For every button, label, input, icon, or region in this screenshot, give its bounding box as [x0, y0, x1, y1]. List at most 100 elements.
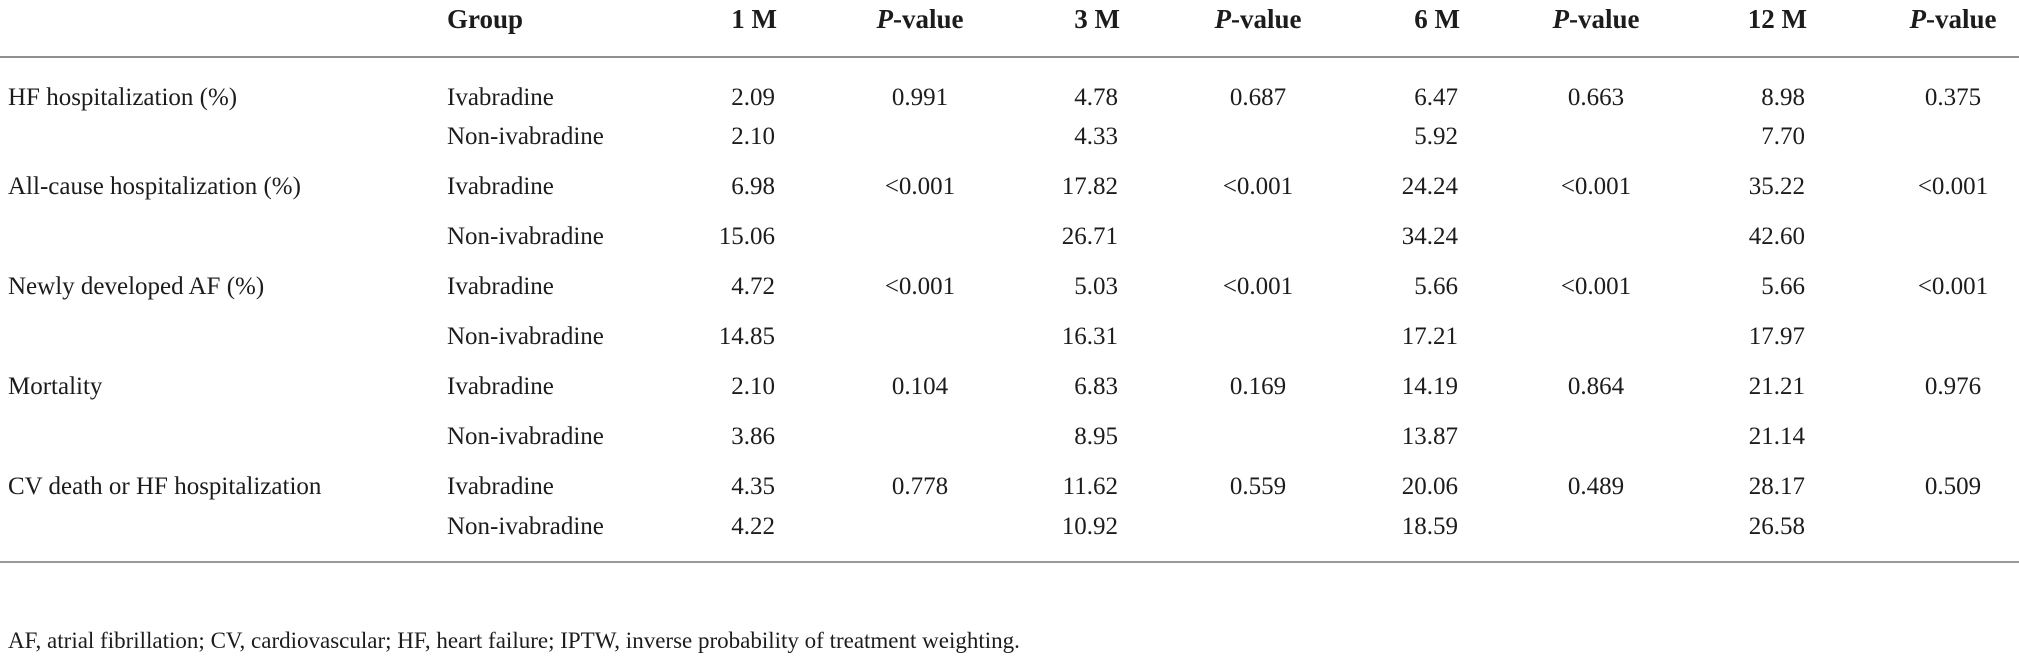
- outcome-cell: All-cause hospitalization (%): [8, 173, 301, 200]
- outcome-cell: [0, 112, 447, 162]
- value-1m-cell: 2.10: [731, 373, 775, 400]
- pvalue-6m-cell: 0.864: [1567, 373, 1625, 400]
- pvalue-12m-cell: [1817, 212, 2019, 262]
- pvalue-6m-cell: [1470, 412, 1722, 462]
- value-3m-cell: 6.83: [1074, 373, 1118, 400]
- header-pvalue-3m: P-value: [1130, 0, 1386, 58]
- pvalue-6m-cell: [1470, 212, 1722, 262]
- value-6m-cell: 18.59: [1386, 512, 1470, 563]
- value-3m-cell: 10.92: [1053, 512, 1130, 563]
- header-12m: 12 M: [1722, 0, 1817, 58]
- table-footnote: AF, atrial fibrillation; CV, cardiovascu…: [8, 628, 1020, 653]
- outcome-cell: HF hospitalization (%): [8, 84, 238, 111]
- value-3m-cell: 8.95: [1074, 423, 1118, 450]
- value-12m-cell: 5.66: [1761, 273, 1805, 300]
- value-1m-cell: 4.35: [731, 473, 775, 500]
- value-12m-cell: 21.14: [1748, 423, 1805, 450]
- pvalue-6m-cell: 0.489: [1567, 473, 1625, 500]
- value-6m-cell: 13.87: [1401, 423, 1458, 450]
- value-6m-cell: 5.92: [1414, 123, 1458, 150]
- header-pvalue-1m: P-value: [787, 0, 1053, 58]
- header-pvalue-12m: P-value: [1817, 0, 2019, 58]
- pvalue-1m-cell: 0.991: [891, 84, 949, 111]
- pvalue-1m-cell: [787, 312, 1053, 362]
- value-1m-cell: 6.98: [731, 173, 775, 200]
- pvalue-6m-cell: <0.001: [1560, 173, 1632, 200]
- outcome-cell: Newly developed AF (%): [8, 273, 265, 300]
- header-3m: 3 M: [1053, 0, 1130, 58]
- table-row: CV death or HF hospitalization Ivabradin…: [0, 462, 2019, 512]
- outcome-cell: CV death or HF hospitalization: [8, 473, 322, 500]
- pvalue-1m-cell: <0.001: [884, 273, 956, 300]
- value-1m-cell: 4.22: [630, 512, 787, 563]
- value-12m-cell: 21.21: [1748, 373, 1805, 400]
- pvalue-1m-cell: [787, 412, 1053, 462]
- pvalue-12m-cell: [1817, 412, 2019, 462]
- value-1m-cell: 2.09: [731, 84, 775, 111]
- value-6m-cell: 6.47: [1414, 84, 1458, 111]
- value-6m-cell: 5.66: [1414, 273, 1458, 300]
- group-cell: Ivabradine: [447, 173, 554, 200]
- table-row: Mortality Ivabradine 2.10 0.104 6.83 0.1…: [0, 362, 2019, 412]
- group-cell: Ivabradine: [447, 273, 554, 300]
- group-cell: Ivabradine: [447, 84, 554, 111]
- pvalue-1m-cell: [787, 512, 1053, 563]
- pvalue-12m-cell: 0.375: [1924, 84, 1982, 111]
- pvalue-1m-cell: <0.001: [884, 173, 956, 200]
- pvalue-12m-cell: <0.001: [1917, 273, 1989, 300]
- outcome-cell: [0, 212, 447, 262]
- outcome-cell: Mortality: [8, 373, 103, 400]
- table-body: HF hospitalization (%) Ivabradine 2.09 0…: [0, 57, 2019, 563]
- pvalue-6m-cell: <0.001: [1560, 273, 1632, 300]
- pvalue-3m-cell: 0.169: [1229, 373, 1287, 400]
- group-cell: Non-ivabradine: [447, 323, 604, 350]
- pvalue-3m-cell: [1130, 412, 1386, 462]
- header-6m: 6 M: [1386, 0, 1470, 58]
- group-cell: Non-ivabradine: [447, 512, 630, 563]
- table-row: Newly developed AF (%) Ivabradine 4.72 <…: [0, 262, 2019, 312]
- value-12m-cell: 7.70: [1761, 123, 1805, 150]
- value-3m-cell: 4.33: [1074, 123, 1118, 150]
- value-3m-cell: 5.03: [1074, 273, 1118, 300]
- pvalue-3m-cell: 0.559: [1229, 473, 1287, 500]
- value-3m-cell: 17.82: [1061, 173, 1118, 200]
- value-12m-cell: 26.58: [1722, 512, 1817, 563]
- pvalue-6m-cell: [1470, 512, 1722, 563]
- value-3m-cell: 11.62: [1062, 473, 1118, 500]
- pvalue-3m-cell: [1130, 312, 1386, 362]
- value-6m-cell: 20.06: [1401, 473, 1458, 500]
- value-1m-cell: 14.85: [718, 323, 775, 350]
- outcome-cell: [0, 512, 447, 563]
- group-cell: Non-ivabradine: [447, 423, 604, 450]
- table-row: Non-ivabradine 15.06 26.71 34.24 42.60: [0, 212, 2019, 262]
- pvalue-6m-cell: 0.663: [1567, 84, 1625, 111]
- header-group: Group: [447, 0, 630, 58]
- header-outcome: [0, 0, 447, 58]
- pvalue-3m-cell: <0.001: [1222, 173, 1294, 200]
- group-cell: Ivabradine: [447, 373, 554, 400]
- pvalue-3m-cell: <0.001: [1222, 273, 1294, 300]
- group-cell: Ivabradine: [447, 473, 554, 500]
- pvalue-3m-cell: [1130, 112, 1386, 162]
- pvalue-6m-cell: [1470, 312, 1722, 362]
- table-row: All-cause hospitalization (%) Ivabradine…: [0, 162, 2019, 212]
- group-cell: Non-ivabradine: [447, 223, 604, 250]
- value-12m-cell: 17.97: [1748, 323, 1805, 350]
- table-row: Non-ivabradine 2.10 4.33 5.92 7.70: [0, 112, 2019, 162]
- pvalue-1m-cell: 0.104: [891, 373, 949, 400]
- pvalue-6m-cell: [1470, 112, 1722, 162]
- pvalue-3m-cell: [1130, 512, 1386, 563]
- pvalue-12m-cell: [1817, 112, 2019, 162]
- table-row: Non-ivabradine 4.22 10.92 18.59 26.58: [0, 512, 2019, 563]
- header-row: Group 1 M P-value 3 M P-value 6 M P-valu…: [0, 0, 2019, 58]
- pvalue-12m-cell: [1817, 312, 2019, 362]
- table-row: Non-ivabradine 14.85 16.31 17.21 17.97: [0, 312, 2019, 362]
- value-6m-cell: 14.19: [1401, 373, 1458, 400]
- group-cell: Non-ivabradine: [447, 123, 604, 150]
- pvalue-3m-cell: 0.687: [1229, 84, 1287, 111]
- outcome-cell: [0, 312, 447, 362]
- pvalue-12m-cell: 0.976: [1924, 373, 1982, 400]
- outcomes-table: Group 1 M P-value 3 M P-value 6 M P-valu…: [0, 0, 2019, 563]
- table-row: HF hospitalization (%) Ivabradine 2.09 0…: [0, 57, 2019, 112]
